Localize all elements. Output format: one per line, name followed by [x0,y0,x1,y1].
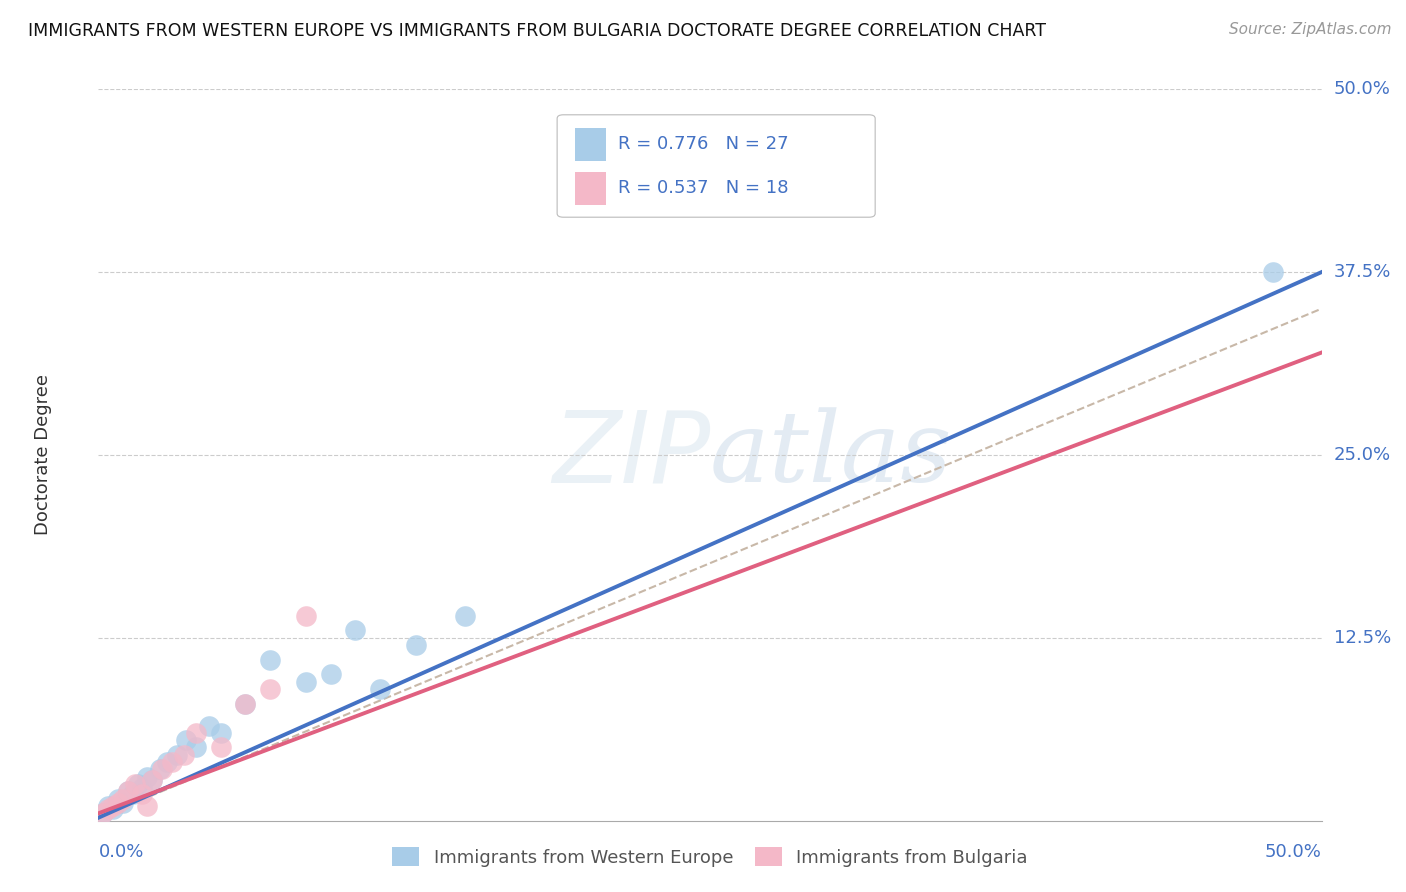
Point [101,802,124,816]
Point [91,806,114,821]
Point [454,608,477,623]
Point [136,770,159,784]
Point [127,777,149,791]
Text: Doctorate Degree: Doctorate Degree [34,375,52,535]
Point [91,806,114,821]
Point [121,787,143,801]
Point [107,791,129,805]
Point [186,740,208,755]
Point [197,718,219,732]
Point [295,608,318,623]
Point [131,781,153,796]
Text: IMMIGRANTS FROM WESTERN EUROPE VS IMMIGRANTS FROM BULGARIA DOCTORATE DEGREE CORR: IMMIGRANTS FROM WESTERN EUROPE VS IMMIGR… [28,22,1046,40]
Point [149,763,172,777]
Text: Source: ZipAtlas.com: Source: ZipAtlas.com [1229,22,1392,37]
Point [1261,265,1284,279]
Point [131,787,153,801]
FancyBboxPatch shape [557,115,875,218]
Point [97,799,120,814]
Text: 50.0%: 50.0% [1334,80,1391,98]
Point [405,638,427,652]
Point [173,747,195,762]
Text: 25.0%: 25.0% [1334,446,1391,464]
Point [233,697,256,711]
Point [344,624,367,638]
Point [97,802,120,816]
Point [124,777,146,791]
Point [233,697,256,711]
Point [101,799,124,814]
Text: 12.5%: 12.5% [1334,629,1391,647]
Point [111,791,134,805]
Text: R = 0.537   N = 18: R = 0.537 N = 18 [619,179,789,197]
Point [259,681,281,696]
Point [150,763,173,777]
Point [166,747,188,762]
Point [319,667,342,681]
Point [117,784,139,798]
Bar [575,172,606,205]
Point [141,772,163,787]
Legend: Immigrants from Western Europe, Immigrants from Bulgaria: Immigrants from Western Europe, Immigran… [385,840,1035,874]
Point [186,726,208,740]
Point [368,681,391,696]
Point [259,653,281,667]
Point [107,796,129,810]
Text: atlas: atlas [710,408,953,502]
Point [295,674,318,689]
Point [111,796,134,810]
Point [117,784,139,798]
Point [160,755,183,769]
Point [176,733,198,747]
Point [141,772,163,787]
Point [209,740,232,755]
Text: R = 0.776   N = 27: R = 0.776 N = 27 [619,135,789,153]
Text: 37.5%: 37.5% [1334,263,1392,281]
Text: 50.0%: 50.0% [1265,843,1322,861]
Point [136,799,159,814]
Point [156,755,179,769]
Point [209,726,232,740]
Bar [575,128,606,161]
Text: 0.0%: 0.0% [98,843,143,861]
Text: ZIP: ZIP [551,407,710,503]
